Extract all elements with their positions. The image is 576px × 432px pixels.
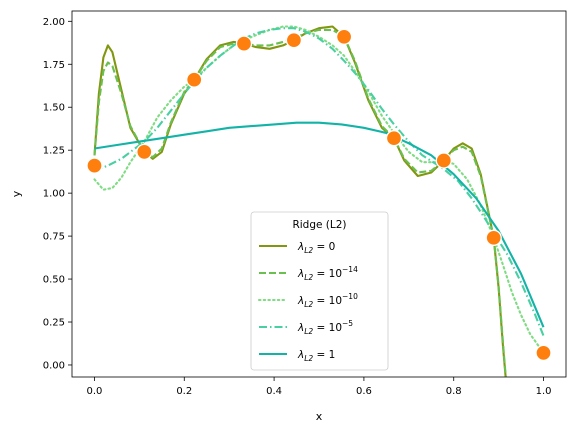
legend-title: Ridge (L2) [292, 219, 346, 231]
y-tick-label: 1.25 [43, 146, 65, 157]
series-layer [93, 25, 545, 377]
y-tick-label: 0.25 [43, 318, 65, 329]
data-point [385, 130, 403, 147]
x-tick-label: 0.4 [266, 386, 282, 397]
legend-entry-label: λL2 = 10−10 [297, 292, 358, 309]
data-point [136, 143, 153, 161]
x-tick-label: 0.8 [446, 386, 462, 397]
x-tick-label: 0.6 [356, 386, 372, 397]
x-tick-label: 0.2 [176, 386, 192, 397]
data-point [86, 157, 103, 174]
y-axis-ticks: 0.00 0.25 0.50 0.75 1.00 1.25 1.50 1.75 2.00 [43, 17, 72, 371]
legend-entry-label: λL2 = 10−14 [297, 265, 358, 282]
y-tick-label: 1.50 [43, 103, 65, 114]
series-line-2 [93, 25, 545, 354]
data-point [186, 71, 203, 88]
legend-entry-label: λL2 = 1 [297, 349, 335, 363]
y-tick-label: 1.00 [43, 189, 65, 200]
y-tick-label: 0.75 [43, 232, 65, 243]
legend-box [250, 211, 389, 371]
x-tick-label: 0.0 [87, 386, 103, 397]
x-axis-ticks: 0.0 0.2 0.4 0.6 0.8 1.0 [87, 377, 552, 397]
data-point [285, 32, 303, 49]
data-point [335, 28, 353, 45]
data-point [235, 35, 253, 52]
legend-entries: λL2 = 0 λL2 = 10−14 λL2 = 10−10 λL2 = 10−5 λ… [257, 241, 358, 363]
legend-entry-label: λL2 = 0 [297, 241, 335, 255]
y-tick-label: 2.00 [43, 17, 65, 28]
data-point [435, 152, 452, 169]
data-point [535, 344, 552, 362]
y-tick-label: 0.50 [43, 275, 65, 286]
legend-entry-label: λL2 = 10−5 [297, 319, 353, 336]
data-point [485, 229, 502, 246]
plot-frame [71, 10, 567, 378]
series-line-4 [94, 121, 545, 328]
x-tick-label: 1.0 [536, 386, 552, 397]
y-tick-label: 1.75 [43, 60, 65, 71]
series-line-3 [94, 27, 545, 337]
legend: Ridge (L2) λL2 = 0 λL2 = 10−14 λL2 = 10−10… [250, 211, 389, 371]
data-points [86, 28, 552, 362]
y-axis-label: y [10, 190, 23, 197]
x-axis-label: x [316, 410, 323, 423]
series-line-1 [93, 28, 507, 377]
y-tick-label: 0.00 [43, 360, 65, 371]
